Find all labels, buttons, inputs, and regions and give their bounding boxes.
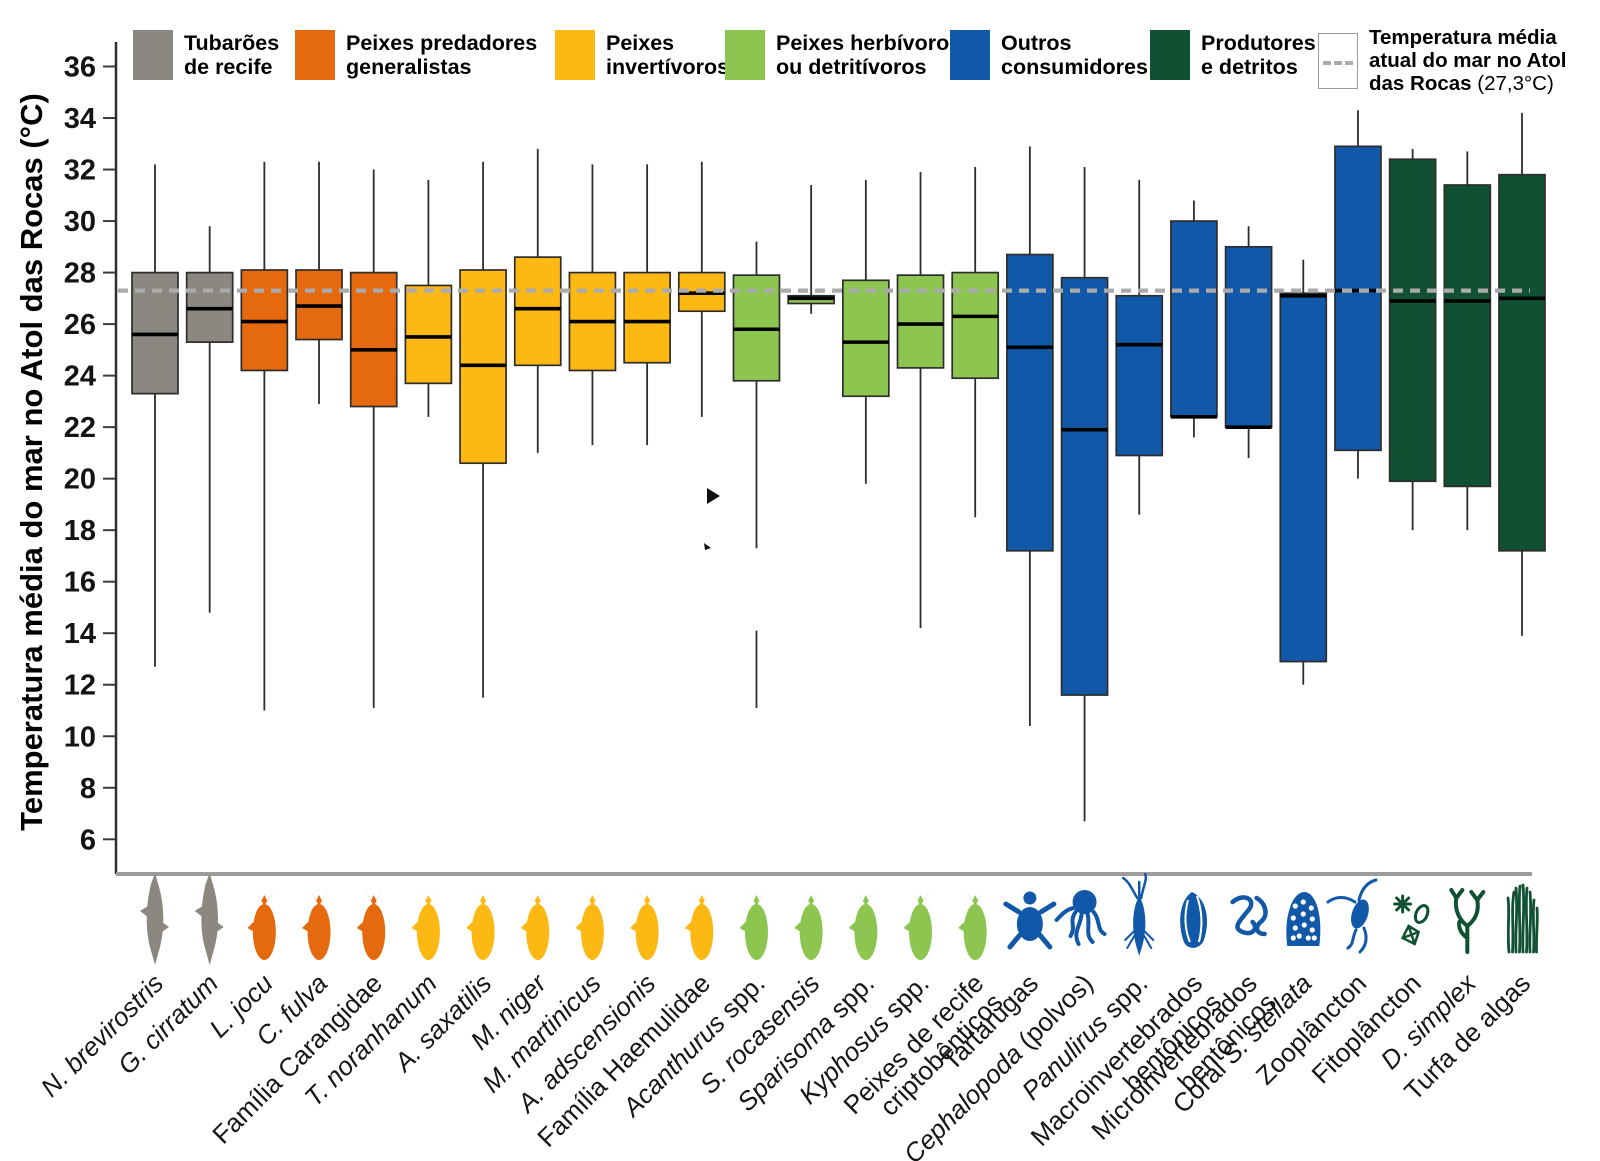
boxplot-d-simplex — [1443, 151, 1492, 531]
octopus-icon — [1054, 890, 1107, 946]
fish-icon — [520, 888, 550, 960]
y-tick-label: 6 — [80, 824, 96, 856]
worms-icon — [1230, 895, 1268, 937]
turtle-icon — [1003, 891, 1057, 950]
boxplot-c-fulva — [295, 161, 343, 404]
y-tick-label: 22 — [64, 412, 96, 444]
fish-icon — [466, 888, 495, 960]
legend-item-produtores-e-detritos: Produtores e detritos — [1150, 30, 1316, 80]
legend-label: Temperatura média atual do mar no Atol das… — [1369, 26, 1567, 95]
boxplot-t-noranhanum — [404, 179, 453, 417]
branch-icon — [1449, 888, 1486, 954]
y-tick-label: 20 — [64, 464, 96, 496]
y-tick-label: 26 — [64, 309, 96, 341]
boxplot-a-adscensionis — [623, 164, 671, 446]
boxplot-turfa-de-algas — [1498, 112, 1546, 636]
legend-swatch-tubaroes-de-recife — [133, 30, 173, 80]
boxplot-cephalopoda-polvos — [1060, 166, 1109, 822]
boxplot-macroinvertebrados-bentonicos — [1170, 200, 1218, 438]
fish-icon — [411, 888, 440, 960]
fish-icon — [247, 888, 276, 960]
fish-icon — [630, 888, 659, 960]
boxplot-tartarugas — [1006, 146, 1054, 726]
boxplot-zooplancton — [1334, 110, 1382, 479]
y-tick-label: 28 — [64, 258, 96, 290]
shrimp-icon — [1121, 872, 1155, 956]
legend-label: Produtores e detritos — [1201, 30, 1316, 80]
fish-icon — [302, 888, 331, 960]
legend-swatch-outros-consumidores — [950, 30, 990, 80]
dashed-line-swatch — [1318, 32, 1358, 89]
boxplot-microinvertebrados-bentonicos — [1224, 226, 1273, 459]
y-axis: 6 8 10 12 14 16 18 20 22 24 26 28 30 32 34 36 — [64, 52, 116, 856]
boxplot-peixes-de-recife-criptobenticos — [951, 166, 1000, 518]
legend-swatch-peixes-herbivoros-ou-detritivoros — [725, 30, 765, 80]
fish-icon — [684, 888, 714, 960]
boxplot-sparisoma-spp — [841, 179, 890, 484]
shell-icon — [1180, 892, 1208, 948]
fish-icon — [356, 888, 386, 960]
boxplot-m-martinicus — [568, 164, 617, 446]
boxplot-kyphosus-spp — [896, 172, 945, 629]
legend-label: Peixes predadores generalistas — [346, 30, 538, 80]
y-tick-label: 10 — [64, 721, 96, 753]
fish-icon — [739, 888, 768, 960]
y-tick-label: 24 — [64, 361, 96, 393]
legend-swatch-peixes-invertivoros — [555, 30, 595, 80]
coral-icon — [1286, 892, 1321, 946]
boxplot-a-saxatilis — [459, 161, 507, 698]
boxplot-l-jocu — [240, 161, 289, 711]
legend-item-peixes-invertivoros: Peixes invertívoros — [555, 30, 729, 80]
legend-label: Tubarões de recife — [184, 30, 280, 80]
boxplot-g-cirratum — [185, 226, 234, 613]
copepod-icon — [1326, 878, 1378, 954]
legend-label: Outros consumidores — [1001, 30, 1148, 80]
fish-icon — [848, 888, 878, 960]
boxplot-n-brevirostris — [131, 164, 179, 667]
fish-icon — [794, 888, 823, 960]
legend-item-peixes-herbivoros-ou-detritivoros: Peixes herbívoros ou detritívoros — [725, 30, 961, 80]
boxplot-familia-carangidae — [349, 169, 398, 708]
boxplot-fitoplancton — [1388, 148, 1437, 531]
boxplot-s-rocasensis — [787, 184, 836, 314]
y-tick-label: 32 — [64, 155, 96, 187]
legend-item-temperatura-media-atual: Temperatura média atual do mar no Atol das… — [1318, 26, 1566, 95]
turf-icon — [1506, 883, 1539, 954]
fish-icon — [903, 888, 933, 960]
fish-icon — [958, 888, 987, 960]
y-tick-label: 16 — [64, 567, 96, 599]
legend-swatch-peixes-predadores-generalistas — [295, 30, 335, 80]
legend: Tubarões de recife Peixes predadores genera… — [0, 0, 1600, 120]
shark-icon — [194, 873, 224, 965]
plankton-icon — [1393, 894, 1430, 946]
y-tick-label: 14 — [64, 618, 96, 650]
boxplot-m-niger — [513, 148, 562, 453]
shark-icon — [140, 873, 169, 965]
legend-label: Peixes invertívoros — [606, 30, 730, 80]
legend-item-tubaroes-de-recife: Tubarões de recife — [133, 30, 279, 80]
boxplot-coral-s-stellata — [1279, 259, 1328, 685]
legend-swatch-produtores-e-detritos — [1150, 30, 1190, 80]
y-tick-label: 34 — [64, 103, 96, 135]
boxplot-panulirus-spp — [1115, 179, 1164, 515]
legend-label: Peixes herbívoros ou detritívoros — [776, 30, 962, 80]
legend-item-outros-consumidores: Outros consumidores — [950, 30, 1148, 80]
y-tick-label: 8 — [80, 773, 96, 805]
legend-item-peixes-predadores-generalistas: Peixes predadores generalistas — [295, 30, 537, 80]
y-tick-label: 30 — [64, 206, 96, 238]
stray-mark-artifact — [704, 543, 711, 550]
y-tick-label: 12 — [64, 670, 96, 702]
fish-icon — [575, 888, 604, 960]
stray-mark-artifact — [707, 488, 720, 504]
y-tick-label: 36 — [64, 52, 96, 84]
y-tick-label: 18 — [64, 515, 96, 547]
boxplot-acanthurus-spp — [732, 241, 781, 708]
